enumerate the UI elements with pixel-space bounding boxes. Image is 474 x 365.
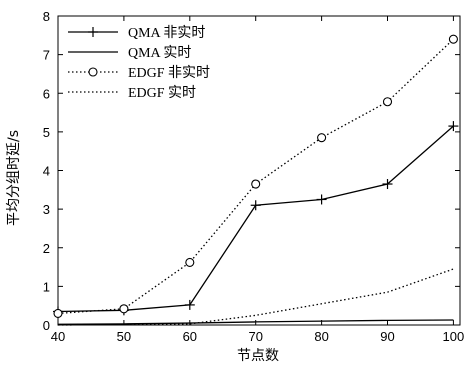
y-tick-label: 1	[43, 279, 50, 294]
y-tick-label: 2	[43, 241, 50, 256]
axes: 40 50 60 70 80 90 100 0 1 2 3 4 5 6 7 8	[43, 9, 464, 344]
x-tick-label: 80	[314, 329, 328, 344]
legend-label: QMA 非实时	[128, 25, 205, 41]
x-tick-label: 100	[443, 329, 465, 344]
x-tick-label: 60	[183, 329, 197, 344]
data-point	[448, 34, 458, 44]
x-tick-label: 90	[380, 329, 394, 344]
data-point	[53, 308, 63, 318]
x-axis-label: 节点数	[237, 348, 279, 364]
series-line	[57, 38, 454, 315]
y-tick-label: 8	[43, 9, 50, 24]
y-tick-label: 5	[43, 125, 50, 140]
y-tick-label: 6	[43, 86, 50, 101]
legend-marker	[88, 67, 98, 77]
series-3	[53, 34, 458, 318]
legend-label: EDGF 非实时	[128, 65, 210, 81]
y-tick-label: 0	[43, 318, 50, 333]
y-tick-label: 3	[43, 202, 50, 217]
plot-frame	[57, 15, 461, 326]
series-layer	[53, 34, 459, 326]
legend: QMA 非实时 QMA 实时 EDGF 非实时 EDGF 实时	[68, 25, 210, 101]
series-line	[57, 268, 454, 326]
data-point	[119, 304, 129, 314]
data-point	[251, 179, 261, 189]
y-axis-label: 平均分组时延/s	[6, 130, 22, 226]
series-line	[57, 125, 454, 313]
series-2	[57, 319, 454, 325]
data-point	[185, 257, 195, 267]
legend-label: QMA 实时	[128, 45, 191, 61]
y-tick-label: 7	[43, 48, 50, 63]
series-4	[57, 268, 454, 326]
series-line	[57, 319, 454, 325]
legend-label: EDGF 实时	[128, 85, 196, 101]
data-point	[317, 133, 327, 143]
x-tick-label: 40	[51, 329, 65, 344]
series-1	[53, 121, 459, 317]
x-tick-label: 70	[248, 329, 262, 344]
y-tick-label: 4	[43, 164, 50, 179]
x-tick-label: 50	[117, 329, 131, 344]
data-point	[382, 97, 393, 107]
